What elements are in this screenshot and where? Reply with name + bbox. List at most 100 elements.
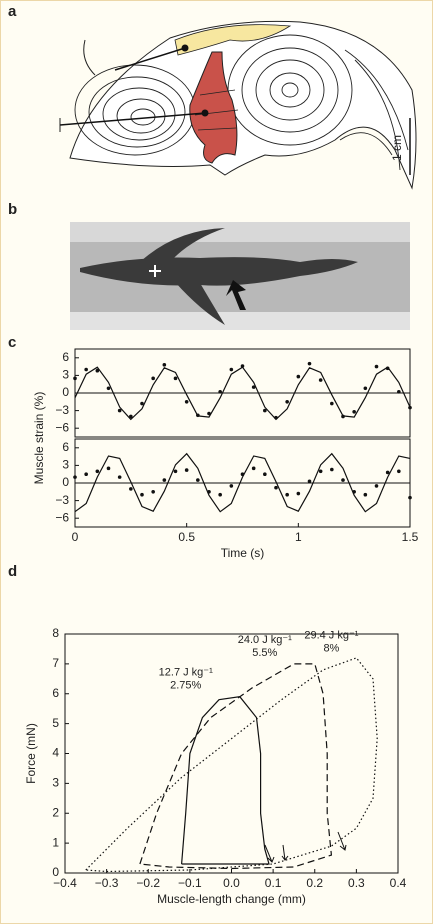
data-point <box>95 368 100 373</box>
data-point <box>385 470 390 475</box>
data-point <box>330 467 334 472</box>
y-tick-label: 1 <box>52 835 59 849</box>
y-tick-label: 0 <box>62 475 69 489</box>
y-axis-label: Muscle strain (%) <box>32 392 46 485</box>
work-loop <box>181 696 270 865</box>
loop-label: 24.0 J kg⁻¹ <box>238 634 292 646</box>
y-tick-label: 6 <box>62 440 69 454</box>
x-tick-label: 0 <box>72 530 79 544</box>
data-point <box>240 364 245 368</box>
data-point <box>162 478 167 482</box>
x-tick-label: −0.1 <box>178 876 202 890</box>
data-point <box>251 385 256 389</box>
data-point <box>285 492 289 497</box>
y-tick-label: 6 <box>52 686 59 700</box>
y-tick-label: 5 <box>52 716 59 730</box>
x-tick-label: −0.2 <box>136 876 160 890</box>
x-tick-label: 0.0 <box>223 876 240 890</box>
data-point <box>352 409 356 414</box>
data-point <box>196 413 200 418</box>
data-point <box>184 400 189 404</box>
y-tick-label: 3 <box>62 368 69 382</box>
data-point <box>408 405 412 410</box>
photo <box>70 222 410 330</box>
panel-label: d <box>8 563 17 580</box>
work-loop <box>85 657 378 873</box>
data-point <box>229 367 234 372</box>
y-tick-label: −3 <box>55 403 69 417</box>
data-point <box>330 401 334 406</box>
arrows <box>264 831 347 863</box>
data-point <box>363 386 368 391</box>
y-tick-label: −6 <box>55 420 69 434</box>
x-tick-label: 1.5 <box>402 530 419 544</box>
y-tick-label: 8 <box>52 626 59 640</box>
x-tick-label: 0.1 <box>265 876 282 890</box>
data-point <box>218 390 222 394</box>
y-axis-label: Force (mN) <box>24 723 38 784</box>
data-point <box>129 487 133 491</box>
data-point <box>307 361 312 366</box>
x-tick-label: 0.4 <box>390 876 407 890</box>
data-line <box>74 452 411 513</box>
data-point <box>117 408 122 413</box>
data-point <box>73 376 77 381</box>
data-point <box>106 386 111 391</box>
data-point <box>397 469 401 474</box>
data-point <box>296 491 301 496</box>
y-tick-label: 7 <box>52 656 59 670</box>
x-tick-label: −0.3 <box>95 876 119 890</box>
x-axis-label: Time (s) <box>221 546 265 560</box>
data-point <box>352 490 356 494</box>
data-point <box>196 478 200 482</box>
data-point <box>341 414 345 419</box>
panel-label: c <box>8 334 16 351</box>
data-point <box>106 466 111 471</box>
loop-label: 2.75% <box>170 680 201 692</box>
data-point <box>73 475 77 479</box>
y-tick-label: 3 <box>62 458 69 472</box>
y-tick-label: −3 <box>55 493 69 507</box>
data-point <box>341 478 345 482</box>
data-point <box>374 364 379 369</box>
work-loop <box>139 663 333 870</box>
data-point <box>374 484 379 488</box>
data-point <box>263 408 267 413</box>
y-tick-label: 0 <box>62 385 69 399</box>
data-point <box>385 366 390 371</box>
panel-label: a <box>8 3 17 20</box>
data-point <box>140 401 144 406</box>
data-point <box>151 376 155 381</box>
data-point <box>251 466 256 471</box>
y-tick-label: 6 <box>62 350 69 364</box>
data-point <box>397 390 401 394</box>
y-tick-label: −6 <box>55 510 69 524</box>
data-point <box>363 492 368 497</box>
loop-label: 5.5% <box>252 647 277 659</box>
data-point <box>173 376 178 381</box>
data-point <box>173 469 178 474</box>
data-point <box>263 472 267 477</box>
panel-label: b <box>8 201 17 218</box>
data-point <box>285 400 289 404</box>
data-point <box>162 363 167 367</box>
data-point <box>240 472 245 477</box>
data-point <box>274 485 278 490</box>
loop-label: 8% <box>323 642 339 654</box>
data-point <box>184 468 189 472</box>
data-point <box>151 490 155 494</box>
y-tick-label: 4 <box>52 746 59 760</box>
y-tick-label: 3 <box>52 776 59 790</box>
data-point <box>296 374 301 379</box>
data-point <box>229 484 234 488</box>
x-tick-label: 0.2 <box>306 876 323 890</box>
data-point <box>207 490 211 494</box>
scale-label: 1 cm <box>390 135 404 161</box>
data-point <box>218 492 222 497</box>
data-point <box>307 479 312 484</box>
x-axis-label: Muscle-length change (mm) <box>157 892 306 906</box>
y-tick-label: 2 <box>52 805 59 819</box>
anatomy-drawing <box>59 20 417 190</box>
data-point <box>274 415 278 420</box>
